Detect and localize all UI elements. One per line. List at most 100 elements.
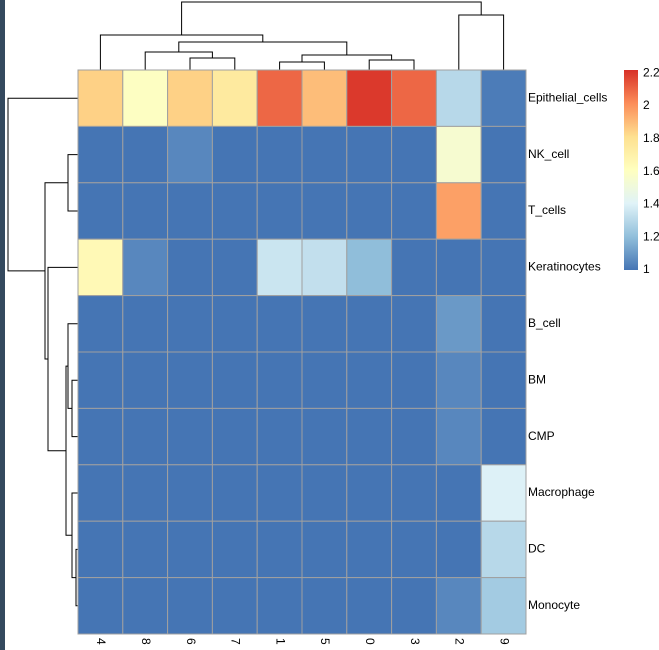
column-dendrogram — [99, 1, 505, 70]
column-label: 6 — [184, 638, 198, 645]
heatmap-cell — [391, 182, 437, 240]
heatmap-cell — [256, 520, 303, 579]
legend-tick-label: 2.2 — [643, 65, 659, 79]
heatmap-cell — [435, 182, 482, 240]
heatmap-cell — [480, 520, 527, 579]
heatmap-cell — [346, 69, 393, 127]
heatmap-cell — [301, 125, 348, 184]
heatmap-cell — [122, 351, 169, 409]
heatmap-cell — [301, 351, 348, 409]
heatmap-cell — [391, 69, 437, 127]
heatmap-cell — [211, 295, 258, 353]
heatmap-cell — [435, 295, 482, 353]
heatmap-cell — [77, 577, 124, 635]
heatmap-cell — [301, 295, 348, 353]
column-label: 1 — [273, 638, 287, 645]
heatmap-cell — [122, 69, 169, 127]
heatmap-cell — [391, 238, 437, 297]
heatmap-cell — [391, 577, 437, 635]
heatmap-cell — [122, 295, 169, 353]
heatmap-cell — [167, 69, 213, 127]
heatmap-cell — [480, 125, 527, 184]
heatmap-cell — [435, 464, 482, 522]
heatmap-cell — [77, 295, 124, 353]
row-dendrogram — [7, 97, 78, 607]
heatmap-cell — [435, 577, 482, 635]
heatmap-cell — [301, 577, 348, 635]
heatmap-cell — [301, 520, 348, 579]
heatmap-cell — [122, 182, 169, 240]
heatmap-cell — [77, 125, 124, 184]
heatmap-cell — [167, 295, 213, 353]
column-label: 7 — [229, 638, 243, 645]
heatmap-cell — [435, 238, 482, 297]
window-edge — [0, 0, 5, 650]
heatmap-cell — [256, 577, 303, 635]
heatmap-cell — [346, 125, 393, 184]
heatmap-cell — [211, 407, 258, 466]
heatmap-cell — [122, 238, 169, 297]
row-label: Macrophage — [528, 485, 595, 499]
heatmap-cell — [435, 351, 482, 409]
heatmap-cell — [391, 351, 437, 409]
heatmap-cell — [480, 69, 527, 127]
heatmap-cell — [435, 407, 482, 466]
heatmap-cell — [480, 464, 527, 522]
row-label: NK_cell — [528, 147, 569, 161]
heatmap-cell — [122, 125, 169, 184]
heatmap-cell — [167, 182, 213, 240]
heatmap-cell — [480, 295, 527, 353]
heatmap-cell — [346, 351, 393, 409]
row-label: Keratinocytes — [528, 260, 601, 274]
heatmap-cell — [211, 577, 258, 635]
heatmap-cell — [122, 464, 169, 522]
heatmap-cell — [77, 351, 124, 409]
heatmap-cell — [346, 464, 393, 522]
heatmap-cell — [77, 464, 124, 522]
heatmap-cell — [256, 182, 303, 240]
heatmap-cell — [301, 464, 348, 522]
column-label: 9 — [497, 638, 511, 645]
heatmap-cell — [391, 295, 437, 353]
heatmap-cell — [256, 238, 303, 297]
heatmap-cell — [480, 577, 527, 635]
heatmap-cell — [301, 238, 348, 297]
heatmap-cell — [391, 464, 437, 522]
row-label: Monocyte — [528, 598, 580, 612]
heatmap-cell — [211, 182, 258, 240]
color-bar — [624, 70, 638, 270]
heatmap-cell — [122, 520, 169, 579]
heatmap-cell — [211, 351, 258, 409]
heatmap-cell — [346, 407, 393, 466]
column-label: 0 — [363, 638, 377, 645]
row-label: BM — [528, 372, 546, 386]
row-label: Epithelial_cells — [528, 90, 607, 104]
legend-tick-label: 1.8 — [643, 131, 659, 145]
legend-tick-label: 1.4 — [643, 197, 659, 211]
heatmap-cell — [167, 238, 213, 297]
heatmap-cell — [301, 182, 348, 240]
heatmap-cell — [256, 295, 303, 353]
heatmap-cell — [256, 351, 303, 409]
heatmap-cell — [256, 125, 303, 184]
heatmap-cell — [435, 125, 482, 184]
column-label: 5 — [318, 638, 332, 645]
column-label: 2 — [453, 638, 467, 645]
heatmap-cell — [77, 407, 124, 466]
heatmap-cell — [346, 295, 393, 353]
heatmap-cell — [480, 238, 527, 297]
heatmap-cell — [391, 407, 437, 466]
row-label: B_cell — [528, 316, 561, 330]
heatmap-cell — [391, 125, 437, 184]
heatmap-cell — [77, 520, 124, 579]
heatmap-cell — [211, 464, 258, 522]
row-label: CMP — [528, 429, 555, 443]
heatmap-cell — [435, 520, 482, 579]
heatmap-cell — [256, 69, 303, 127]
heatmap-cell — [211, 69, 258, 127]
heatmap-cell — [301, 407, 348, 466]
column-label: 4 — [94, 638, 108, 645]
heatmap-cell — [211, 125, 258, 184]
heatmap-cell — [167, 407, 213, 466]
